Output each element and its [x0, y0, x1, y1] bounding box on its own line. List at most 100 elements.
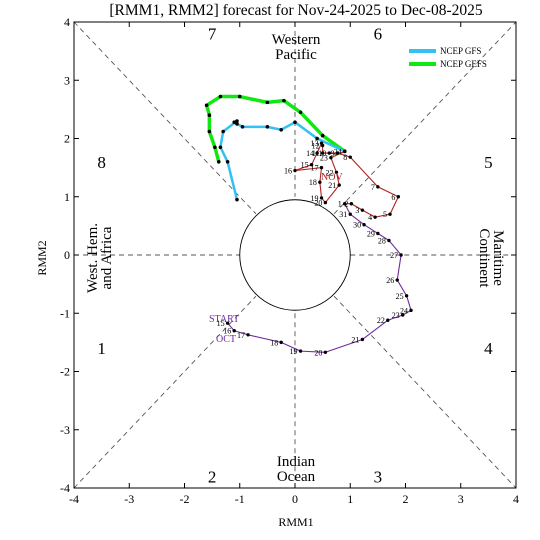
guide-diagonal-nw [73, 21, 257, 215]
gfs-forecast-point [279, 127, 283, 132]
oct-path-label: 19 [290, 347, 298, 356]
nov-path-point [315, 151, 319, 155]
y-tick-label: -2 [60, 365, 70, 379]
gfs-forecast-point [293, 120, 297, 124]
oct-path-point [362, 223, 366, 227]
gefs-forecast-point [218, 94, 223, 99]
nov-path-point [320, 151, 325, 155]
phase-number-1: 1 [97, 339, 106, 358]
gefs-forecast-point [204, 103, 209, 108]
region-bottom-line1: Indian [277, 454, 316, 470]
phase-number-6: 6 [374, 25, 383, 44]
x-tick-label: 0 [292, 492, 298, 506]
y-tick-label: -1 [60, 306, 70, 320]
amplitude-circle [239, 199, 351, 311]
phase-number-5: 5 [484, 153, 493, 172]
oct-path-label: 24 [400, 306, 408, 315]
x-tick-label: -2 [180, 492, 190, 506]
nov-path-point [319, 196, 324, 200]
nov-path-point [373, 215, 377, 219]
y-tick-label: 3 [64, 73, 70, 87]
oct-path-label: 16 [223, 327, 231, 336]
nov-path-label: 2 [344, 200, 348, 209]
legend: NCEP GFS NCEP GEFS [409, 46, 487, 69]
oct-path-point [246, 333, 250, 337]
oct-path-label: 25 [396, 292, 404, 301]
nov-path-point [329, 156, 333, 160]
nov-path-point [360, 208, 365, 212]
legend-gefs-label: NCEP GEFS [440, 59, 487, 69]
oct-annotation: OCT [216, 334, 236, 345]
gefs-forecast-point [298, 110, 303, 115]
legend-gfs-label: NCEP GFS [440, 46, 481, 56]
oct-path-label: 21 [351, 335, 359, 344]
nov-path-point [327, 151, 331, 155]
oct-path-label: 22 [377, 316, 385, 325]
gfs-forecast-point [265, 125, 270, 129]
y-tick-label: 2 [64, 132, 70, 146]
oct-path-point [404, 294, 409, 298]
oct-path-label: 30 [353, 221, 361, 230]
y-tick-label: 0 [64, 248, 70, 262]
oct-path-point [323, 350, 328, 354]
oct-path-point [409, 308, 413, 313]
oct-path-label: 20 [314, 348, 322, 357]
nov-path-label: 14 [306, 149, 314, 158]
region-left-line2: and Africa [99, 226, 115, 289]
oct-path-point [386, 318, 390, 322]
nov-path-point [376, 185, 380, 189]
nov-path-label: 4 [368, 213, 372, 222]
y-tick-label: -4 [60, 481, 70, 495]
region-right-line1: Maritime [490, 230, 506, 286]
guide-diagonal-ne [333, 21, 517, 215]
chart-title: [RMM1, RMM2] forecast for Nov-24-2025 to… [109, 2, 482, 19]
y-tick-label: 4 [64, 15, 70, 29]
nov-path-point [319, 165, 324, 170]
gefs-forecast-point [265, 100, 270, 105]
nov-path-point [349, 202, 354, 206]
nov-path-label: 6 [391, 193, 395, 202]
gfs-forecast-point [225, 160, 230, 164]
nov-path-label: 20 [314, 199, 322, 208]
oct-path-point [348, 212, 352, 216]
oct-path-point [279, 340, 283, 345]
nov-path-point [337, 183, 341, 187]
phase-number-8: 8 [97, 153, 106, 172]
oct-path-label: 17 [237, 331, 245, 340]
oct-path-label: 1 [338, 200, 342, 209]
gefs-forecast-point [320, 133, 325, 138]
y-tick-label: 1 [64, 190, 70, 204]
gefs-forecast-line [204, 94, 347, 164]
gfs-forecast-point [221, 129, 225, 134]
nov-path-label: 19 [311, 194, 319, 203]
oct-path-point [399, 253, 403, 257]
nov-path-label: 8 [343, 153, 347, 162]
nov-path-point [319, 141, 324, 145]
nov-path-label: 7 [371, 183, 375, 192]
oct-path-label: 18 [270, 338, 278, 347]
phase-boundaries [73, 21, 517, 489]
oct-path-point [395, 278, 399, 282]
x-tick-label: 1 [347, 492, 353, 506]
start-annotation: START [209, 314, 239, 325]
phase-number-3: 3 [374, 467, 383, 486]
oct-path-label: 23 [392, 311, 400, 320]
oct-path-point [343, 202, 347, 206]
nov-path-label: 17 [311, 164, 319, 173]
y-axis-title: RMM2 [35, 240, 49, 275]
phase-number-7: 7 [208, 25, 217, 44]
oct-path-point [225, 321, 230, 325]
nov-path-point [309, 163, 314, 167]
nov-path-point [343, 149, 347, 154]
nov-path-label: 21 [328, 181, 336, 190]
oct-path-point [387, 238, 391, 243]
oct-path-point [360, 337, 365, 342]
oct-path-label: 29 [367, 229, 375, 238]
gefs-forecast-point [207, 129, 212, 134]
nov-path-label: 23 [320, 154, 328, 163]
oct-path-point [232, 329, 236, 333]
